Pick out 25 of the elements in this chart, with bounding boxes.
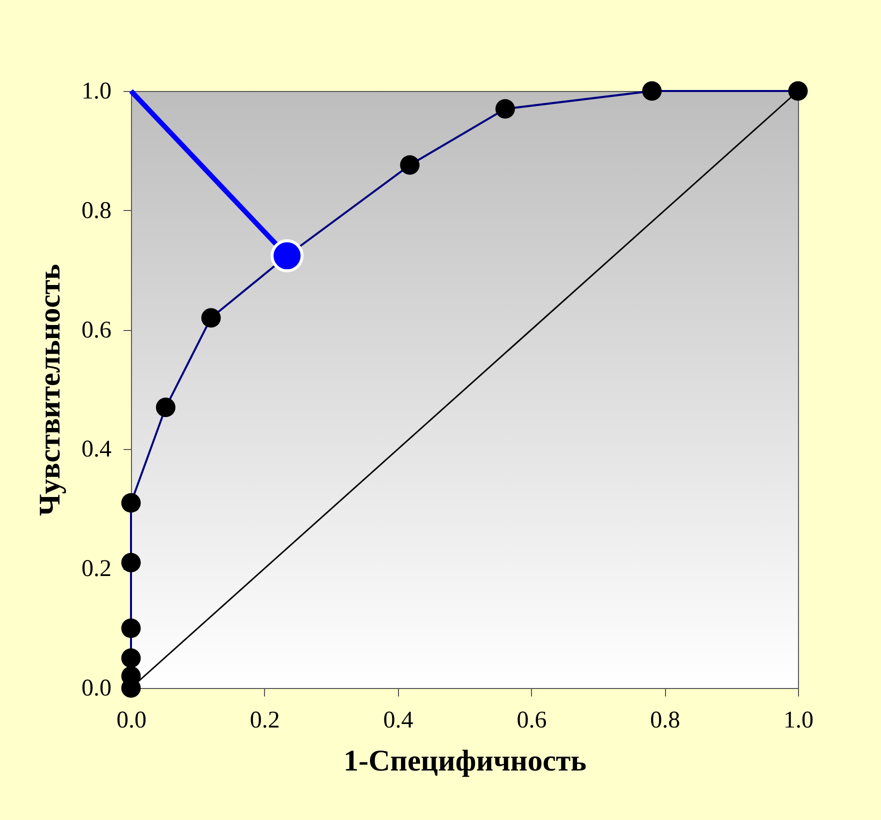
y-tick-label: 0.0 — [82, 676, 112, 702]
point — [201, 308, 221, 328]
point — [495, 99, 515, 119]
x-tick-label: 0.2 — [250, 708, 280, 734]
x-tick-label: 0.6 — [516, 708, 547, 734]
x-axis-title: 1-Специфичность — [344, 744, 587, 778]
point — [270, 239, 304, 272]
y-tick-label: 0.2 — [82, 556, 112, 582]
x-tick-label: 1.0 — [784, 708, 814, 734]
x-tick-label: 0.8 — [650, 708, 680, 734]
point — [788, 81, 808, 101]
y-tick-label: 1.0 — [82, 78, 112, 104]
y-tick-label: 0.4 — [82, 436, 112, 463]
point — [121, 648, 141, 668]
x-tick-label: 0.4 — [383, 708, 414, 734]
y-tick-label: 0.6 — [82, 317, 112, 344]
point — [400, 155, 420, 175]
point — [156, 398, 176, 418]
point — [642, 81, 662, 101]
point — [121, 618, 141, 638]
point — [121, 552, 141, 572]
y-tick-label: 0.8 — [82, 198, 112, 224]
y-axis-title: Чувствительность — [34, 264, 66, 516]
x-tick-label: 0.0 — [116, 708, 146, 734]
point — [121, 493, 141, 513]
